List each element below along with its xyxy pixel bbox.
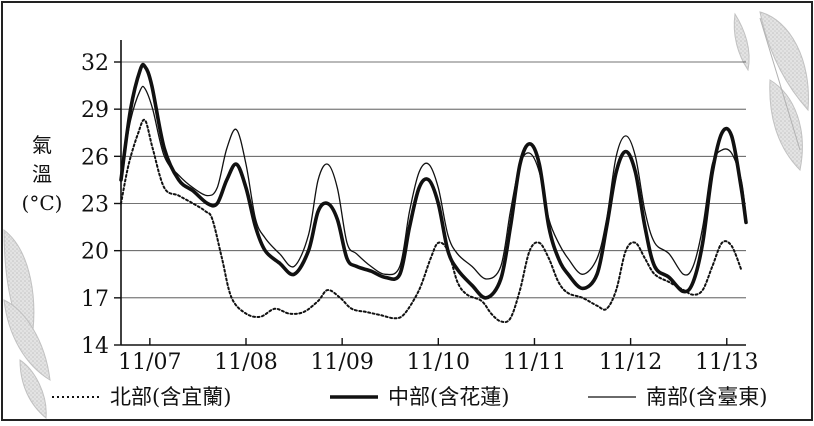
series-lines: [119, 62, 748, 324]
series-line-2: [120, 85, 747, 280]
x-tick-label-2: 11/09: [310, 350, 373, 375]
legend: 北部(含宜蘭) 中部(含花蓮) 南部(含臺東): [52, 385, 767, 409]
y-axis-label: 氣溫 (°C): [22, 133, 63, 215]
x-tick-label-6: 11/13: [695, 350, 758, 375]
legend-label-2: 南部(含臺東): [646, 385, 767, 409]
y-tick-label-0: 14: [81, 334, 109, 359]
y-tick-label-1: 17: [81, 287, 109, 312]
y-axis-label-line-2: (°C): [22, 191, 63, 215]
x-tick-labels: 11/07 11/08 11/09 11/10 11/11 11/12 11/13: [118, 338, 758, 375]
series-line-0: [120, 118, 743, 324]
y-tick-label-4: 26: [81, 145, 109, 170]
x-tick-label-3: 11/10: [407, 350, 470, 375]
y-tick-label-5: 29: [81, 98, 109, 123]
x-tick-label-0: 11/07: [118, 350, 181, 375]
y-tick-labels: 14 17 20 23 26 29 32: [81, 51, 121, 359]
x-tick-label-5: 11/12: [599, 350, 662, 375]
y-tick-label-3: 23: [81, 193, 109, 218]
x-tick-label-1: 11/08: [214, 350, 277, 375]
y-tick-label-2: 20: [81, 240, 109, 265]
legend-label-0: 北部(含宜蘭): [110, 385, 231, 409]
legend-label-1: 中部(含花蓮): [388, 385, 509, 409]
y-axis-label-line-1: 溫: [32, 162, 52, 186]
axes: [120, 40, 746, 346]
decorative-leaf-top-right-icon: [733, 11, 809, 172]
series-line-1: [119, 62, 748, 300]
y-tick-label-6: 32: [81, 51, 109, 76]
x-tick-label-4: 11/11: [503, 350, 566, 375]
decorative-leaf-bottom-left-icon: [3, 228, 51, 419]
y-axis-label-line-0: 氣: [32, 133, 52, 157]
